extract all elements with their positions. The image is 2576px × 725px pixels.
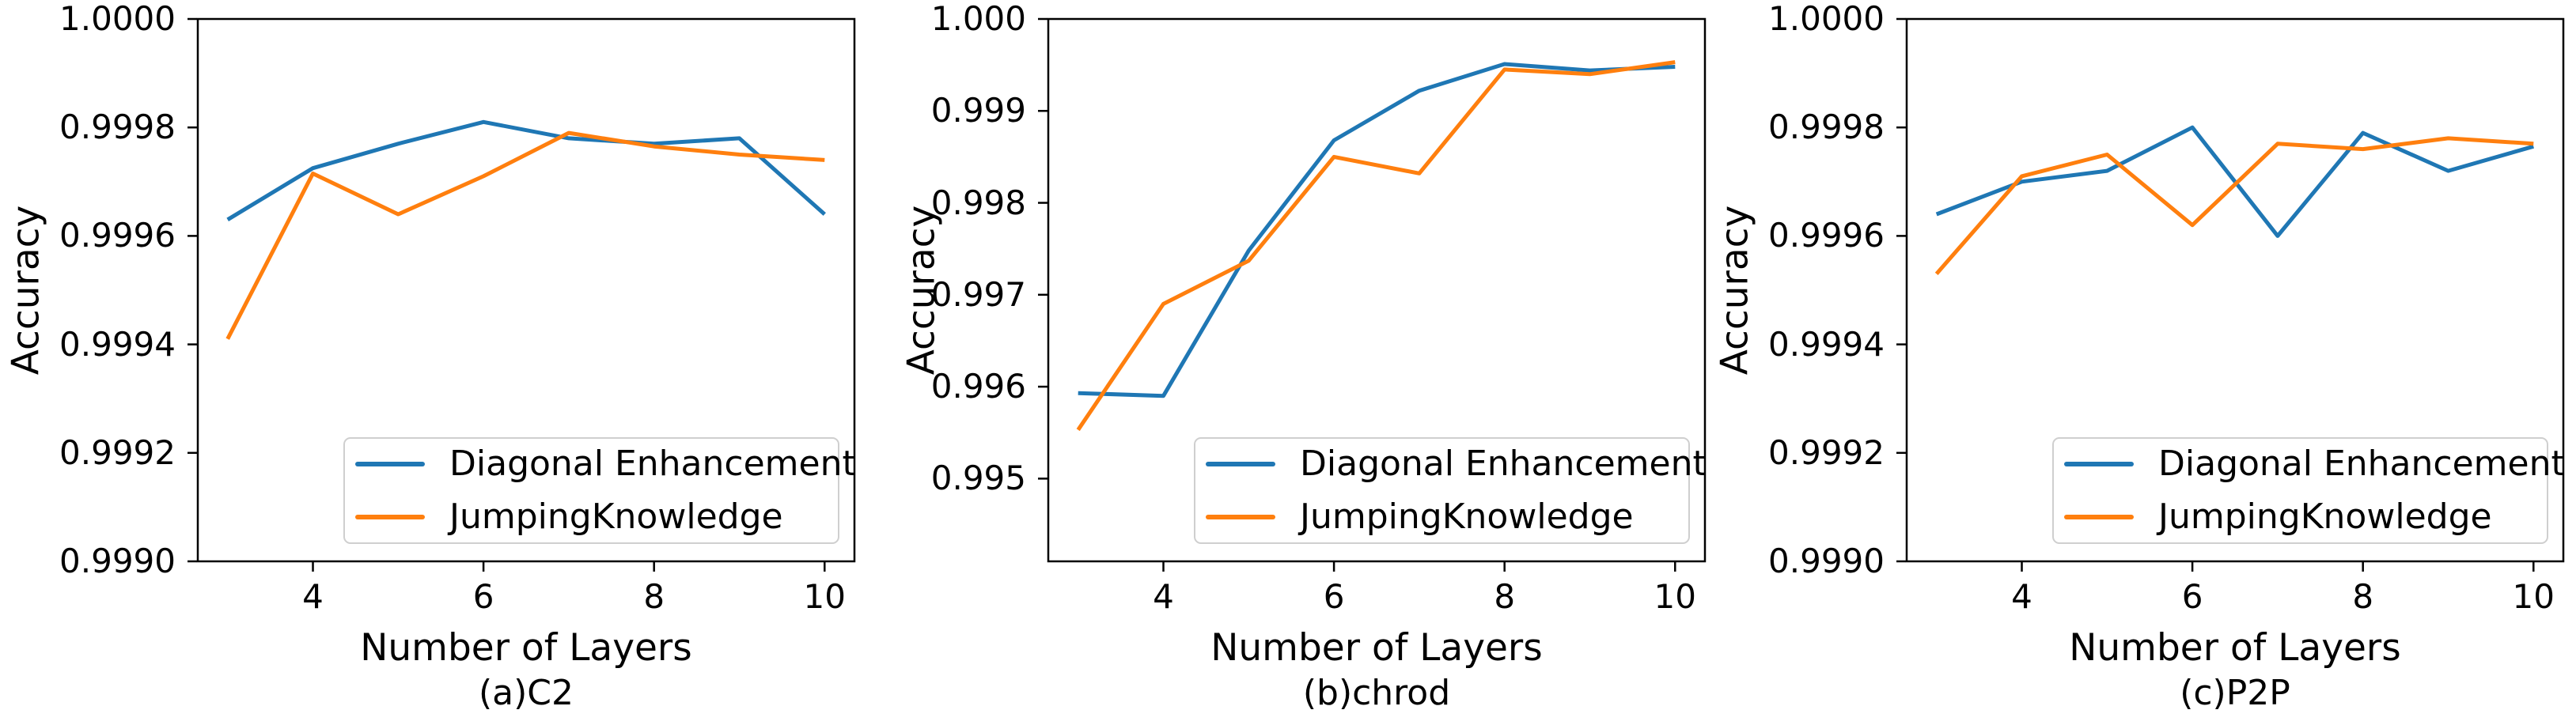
x-tick-label: 6 bbox=[472, 577, 494, 616]
x-tick-label: 4 bbox=[302, 577, 324, 616]
plot-border bbox=[196, 17, 856, 563]
chart-panel-c-p2p: 0.9990 0.9992 0.9994 0.9996 0.9998 1.0000 4 6 8 1… bbox=[1709, 0, 2576, 725]
legend-label: JumpingKnowledge bbox=[1300, 497, 1634, 537]
y-tick-label: 1.0000 bbox=[59, 0, 176, 38]
chart-caption: (b)chrod bbox=[1302, 673, 1451, 713]
x-tick-label: 10 bbox=[1654, 577, 1696, 616]
x-tick-label: 4 bbox=[1153, 577, 1174, 616]
legend-entry-diagonal-enhancement: Diagonal Enhancement bbox=[355, 444, 856, 485]
x-tick-label: 6 bbox=[1323, 577, 1345, 616]
legend-entry-diagonal-enhancement: Diagonal Enhancement bbox=[1206, 444, 1707, 485]
y-tick-label: 0.9992 bbox=[59, 432, 176, 472]
legend: Diagonal Enhancement JumpingKnowledge bbox=[2052, 437, 2565, 544]
y-tick-label: 0.9994 bbox=[59, 324, 176, 364]
data-line-diagonal-enhancement bbox=[1078, 62, 1676, 398]
legend-swatch-jumpingknowledge-icon bbox=[2064, 515, 2134, 519]
legend-entry-jumpingknowledge: JumpingKnowledge bbox=[2064, 497, 2547, 538]
chart-caption: (a)C2 bbox=[478, 673, 574, 713]
legend-entry-diagonal-enhancement: Diagonal Enhancement bbox=[2064, 444, 2565, 485]
x-axis-label: Number of Layers bbox=[360, 626, 692, 670]
y-tick-label: 0.9996 bbox=[1768, 216, 1885, 255]
legend-label: JumpingKnowledge bbox=[2158, 497, 2492, 537]
y-tick-label: 1.000 bbox=[930, 0, 1026, 38]
y-tick-label: 0.9990 bbox=[59, 542, 176, 580]
y-tick-label: 0.9992 bbox=[1768, 432, 1885, 472]
legend-swatch-jumpingknowledge-icon bbox=[1206, 515, 1275, 519]
x-tick-label: 8 bbox=[1494, 577, 1516, 616]
y-tick-label: 0.9990 bbox=[1768, 542, 1885, 580]
legend-label: Diagonal Enhancement bbox=[2158, 444, 2565, 484]
y-tick-label: 0.996 bbox=[930, 367, 1026, 406]
legend-swatch-diagonal-enhancement-icon bbox=[355, 462, 425, 466]
y-axis-label: Accuracy bbox=[1713, 205, 1757, 376]
y-tick-label: 0.9998 bbox=[1768, 108, 1885, 147]
legend-swatch-diagonal-enhancement-icon bbox=[1206, 462, 1275, 466]
plot-area bbox=[188, 17, 856, 572]
data-line-jumpingknowledge bbox=[1934, 136, 2534, 276]
y-tick-label: 0.999 bbox=[930, 91, 1026, 130]
legend-entry-jumpingknowledge: JumpingKnowledge bbox=[1206, 497, 1688, 538]
plot-area bbox=[1038, 17, 1707, 572]
y-tick-label: 1.0000 bbox=[1768, 0, 1885, 38]
y-tick-label: 0.998 bbox=[930, 183, 1026, 222]
y-tick-label: 0.9996 bbox=[59, 216, 176, 255]
plot-border bbox=[1905, 17, 2565, 563]
plot-area bbox=[1896, 17, 2565, 572]
chart-panel-b-chrod: 0.995 0.996 0.997 0.998 0.999 1.000 4 6 8 10 Numbe… bbox=[850, 0, 1718, 725]
y-axis-label: Accuracy bbox=[4, 205, 48, 376]
y-tick-label: 0.995 bbox=[930, 459, 1026, 498]
data-line-jumpingknowledge bbox=[225, 130, 825, 340]
legend-label: Diagonal Enhancement bbox=[1300, 444, 1707, 484]
x-tick-label: 8 bbox=[2352, 577, 2374, 616]
x-tick-label: 6 bbox=[2181, 577, 2203, 616]
data-line-jumpingknowledge bbox=[1076, 60, 1676, 432]
chart-panel-a-c2: 0.9990 0.9992 0.9994 0.9996 0.9998 1.0000 4 6 8 1… bbox=[0, 0, 867, 725]
x-tick-label: 10 bbox=[803, 577, 846, 616]
x-axis-label: Number of Layers bbox=[1210, 626, 1543, 670]
plot-border bbox=[1047, 17, 1707, 563]
legend: Diagonal Enhancement JumpingKnowledge bbox=[343, 437, 856, 544]
data-line-diagonal-enhancement bbox=[226, 119, 826, 221]
x-tick-label: 8 bbox=[643, 577, 665, 616]
legend-entry-jumpingknowledge: JumpingKnowledge bbox=[355, 497, 838, 538]
x-tick-label: 10 bbox=[2512, 577, 2555, 616]
legend: Diagonal Enhancement JumpingKnowledge bbox=[1194, 437, 1707, 544]
y-tick-label: 0.9998 bbox=[59, 108, 176, 147]
chart-caption: (c)P2P bbox=[2180, 673, 2290, 713]
legend-label: Diagonal Enhancement bbox=[449, 444, 856, 484]
x-tick-label: 4 bbox=[2011, 577, 2032, 616]
legend-swatch-jumpingknowledge-icon bbox=[355, 515, 425, 519]
x-axis-label: Number of Layers bbox=[2069, 626, 2401, 670]
legend-label: JumpingKnowledge bbox=[449, 497, 783, 537]
y-tick-label: 0.9994 bbox=[1768, 324, 1885, 364]
y-axis-label: Accuracy bbox=[900, 205, 944, 376]
y-tick-label: 0.997 bbox=[930, 274, 1026, 314]
legend-swatch-diagonal-enhancement-icon bbox=[2064, 462, 2134, 466]
